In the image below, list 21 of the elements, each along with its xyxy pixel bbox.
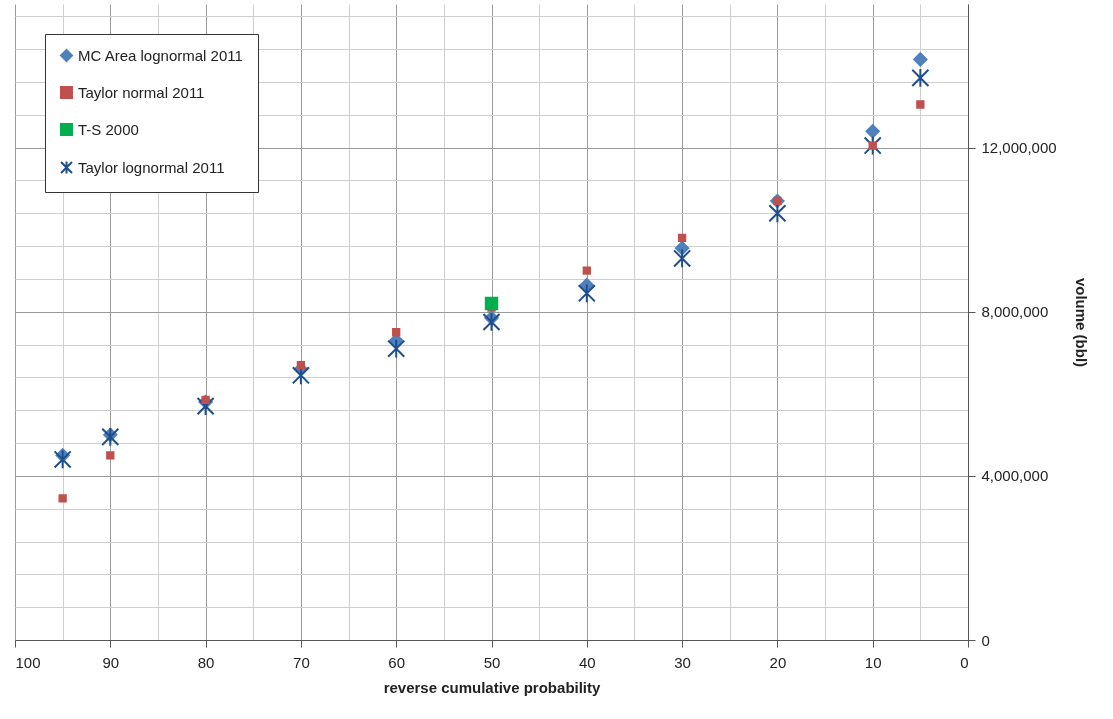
- x-tick-label: 70: [293, 653, 310, 671]
- y-tick-label: 12,000,000: [981, 139, 1057, 157]
- x-tick-label: 40: [578, 653, 596, 671]
- x-tick-label: 50: [483, 653, 501, 671]
- x-axis-title: reverse cumulative probability: [383, 678, 602, 696]
- legend-label: MC Area lognormal 2011: [78, 46, 243, 64]
- x-tick-label: 20: [769, 653, 787, 671]
- y-axis-title: volume (bbl): [1072, 277, 1090, 368]
- x-tick-label: 30: [674, 653, 691, 671]
- x-tick-label: 0: [960, 653, 969, 671]
- y-tick-label: 0: [981, 631, 990, 649]
- x-tick-label: 10: [864, 653, 882, 671]
- y-tick-label: 8,000,000: [981, 303, 1049, 321]
- legend-label: Taylor normal 2011: [78, 83, 205, 101]
- x-tick-label: 60: [388, 653, 406, 671]
- y-tick-label: 4,000,000: [981, 467, 1049, 485]
- x-tick-label: 80: [197, 653, 215, 671]
- legend-label: T-S 2000: [78, 120, 139, 138]
- x-tick-label: 100: [15, 653, 41, 671]
- x-tick-label: 90: [102, 653, 120, 671]
- legend-label: Taylor lognormal 2011: [78, 158, 225, 176]
